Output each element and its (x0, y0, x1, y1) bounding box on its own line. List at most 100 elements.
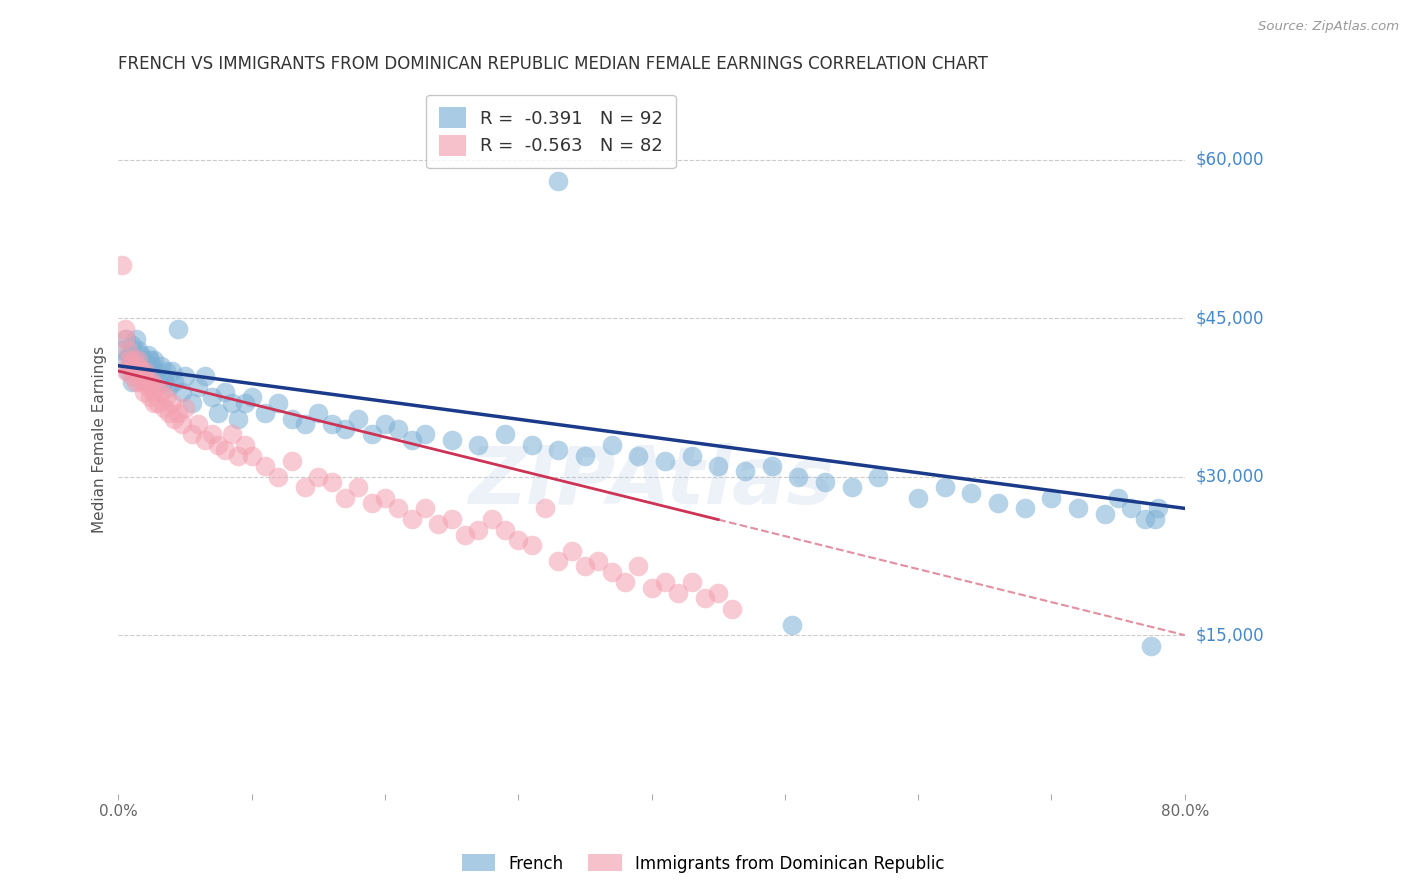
Point (194, 369, 217, 384)
Point (145, 380, 167, 394)
Point (347, 411, 370, 425)
Point (907, 491, 929, 505)
Point (294, 480, 316, 494)
Point (761, 459, 783, 474)
Point (121, 337, 143, 351)
Point (561, 543, 583, 558)
Point (122, 364, 145, 378)
Point (127, 353, 149, 368)
Point (294, 417, 316, 431)
Point (440, 512, 463, 526)
Point (127, 353, 149, 368)
Point (240, 391, 263, 405)
Point (1107, 491, 1129, 505)
Point (136, 380, 159, 394)
Point (547, 174, 569, 188)
Point (174, 369, 197, 384)
Point (128, 359, 150, 373)
Point (145, 364, 167, 378)
Point (640, 581, 662, 595)
Point (666, 586, 689, 600)
Point (124, 364, 146, 378)
Point (118, 348, 141, 362)
Point (131, 369, 153, 384)
Point (600, 565, 623, 579)
Legend: R =  -0.391   N = 92, R =  -0.563   N = 82: R = -0.391 N = 92, R = -0.563 N = 82 (426, 95, 676, 168)
Point (141, 359, 163, 373)
Point (125, 375, 148, 389)
Point (129, 364, 152, 378)
Point (118, 353, 141, 368)
Point (520, 438, 543, 452)
Point (267, 469, 290, 483)
Point (163, 375, 186, 389)
Point (143, 395, 166, 409)
Point (115, 364, 138, 378)
Text: $60,000: $60,000 (1197, 151, 1264, 169)
Point (163, 411, 186, 425)
Point (132, 385, 155, 400)
Point (1067, 501, 1090, 516)
Point (134, 353, 156, 368)
Text: $30,000: $30,000 (1197, 467, 1264, 485)
Point (467, 438, 489, 452)
Point (1094, 507, 1116, 521)
Point (157, 406, 180, 420)
Point (280, 454, 302, 468)
Point (481, 512, 503, 526)
Point (360, 496, 382, 510)
Point (508, 533, 530, 547)
Text: $15,000: $15,000 (1197, 626, 1264, 644)
Point (160, 364, 183, 378)
Point (150, 385, 173, 400)
Point (180, 427, 202, 442)
Point (111, 343, 134, 357)
Point (401, 512, 423, 526)
Point (141, 375, 163, 389)
Point (127, 343, 149, 357)
Point (1144, 512, 1167, 526)
Point (841, 480, 863, 494)
Point (120, 359, 142, 373)
Point (122, 353, 145, 368)
Point (387, 501, 409, 516)
Y-axis label: Median Female Earnings: Median Female Earnings (93, 346, 107, 533)
Point (172, 417, 194, 431)
Point (613, 575, 636, 590)
Text: ZIPAtlas: ZIPAtlas (468, 443, 835, 521)
Point (152, 375, 174, 389)
Point (307, 469, 329, 483)
Point (135, 364, 157, 378)
Point (172, 385, 194, 400)
Point (1040, 491, 1063, 505)
Text: Source: ZipAtlas.com: Source: ZipAtlas.com (1258, 20, 1399, 33)
Point (627, 559, 650, 574)
Point (187, 380, 209, 394)
Point (194, 433, 217, 447)
Point (155, 391, 177, 405)
Point (1133, 512, 1156, 526)
Point (347, 480, 370, 494)
Point (114, 353, 136, 368)
Point (333, 491, 356, 505)
Legend: French, Immigrants from Dominican Republic: French, Immigrants from Dominican Republ… (456, 847, 950, 880)
Point (124, 353, 146, 368)
Point (228, 449, 250, 463)
Point (148, 375, 170, 389)
Point (201, 391, 224, 405)
Point (134, 364, 156, 378)
Point (681, 449, 703, 463)
Point (574, 559, 596, 574)
Point (142, 385, 165, 400)
Point (214, 443, 236, 458)
Point (693, 591, 716, 606)
Point (121, 375, 143, 389)
Point (125, 332, 148, 346)
Point (1140, 639, 1163, 653)
Point (254, 406, 277, 420)
Point (654, 575, 676, 590)
Point (987, 496, 1010, 510)
Point (127, 359, 149, 373)
Text: $45,000: $45,000 (1197, 310, 1264, 327)
Point (148, 395, 170, 409)
